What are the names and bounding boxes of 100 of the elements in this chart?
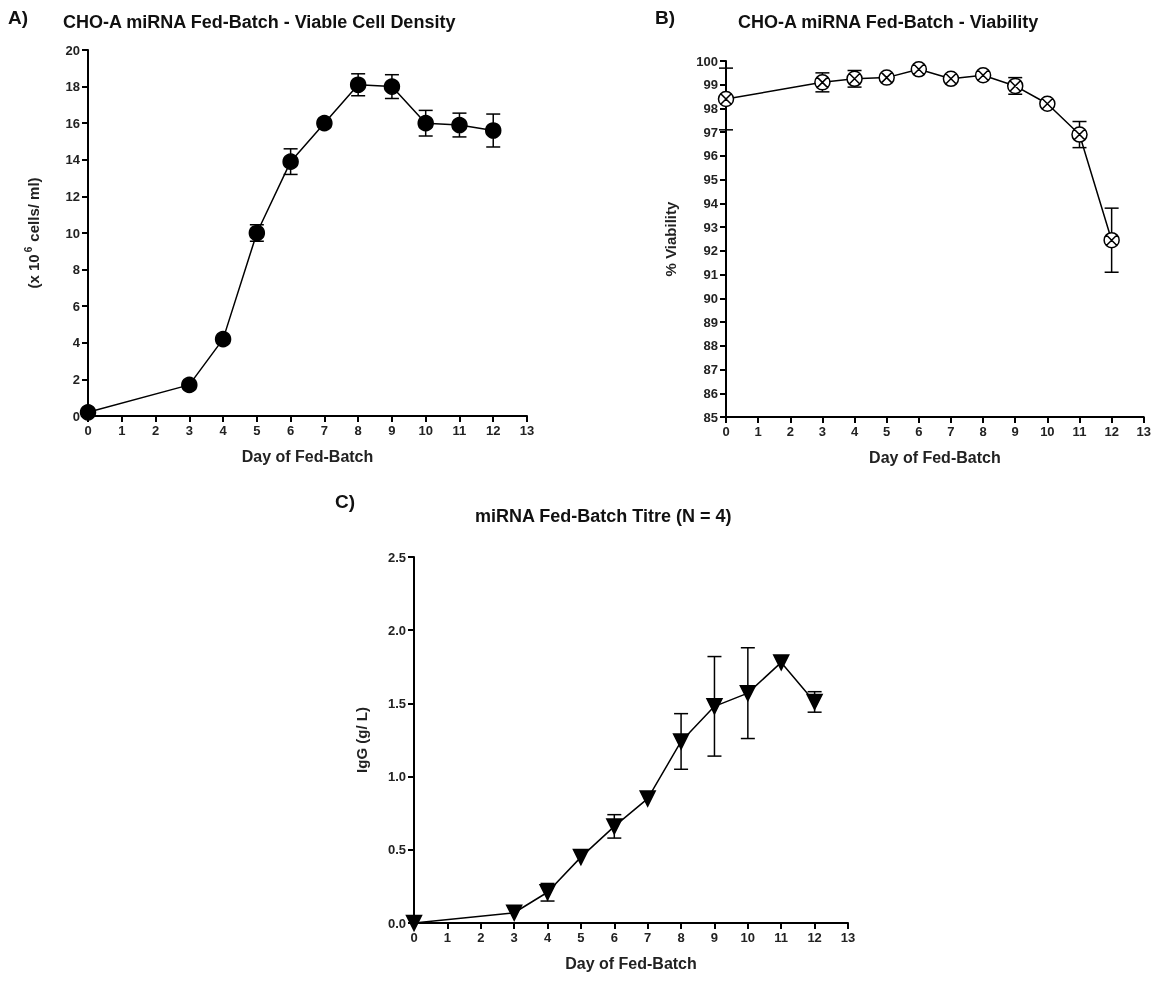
x-tick-label: 5 (577, 930, 585, 945)
x-tick-label: 8 (354, 423, 362, 438)
y-tick-label: 89 (703, 314, 718, 330)
point (214, 330, 232, 348)
x-tick-label: 5 (883, 424, 891, 439)
x-tick-label: 8 (677, 930, 685, 945)
x-tick-label: 12 (486, 423, 501, 438)
y-tick-label: 99 (703, 77, 718, 93)
point (639, 790, 656, 807)
y-axis-title: IgG (g/ L) (353, 707, 370, 773)
y-tick-label: 94 (703, 195, 719, 211)
x-tick-label: 0 (410, 930, 418, 945)
x-axis-title: Day of Fed-Batch (869, 448, 1001, 466)
y-tick-label: 100 (696, 53, 718, 69)
y-axis-title: % Viability (662, 200, 679, 277)
y-tick-label: 88 (703, 338, 718, 354)
x-tick-label: 9 (1011, 424, 1019, 439)
x-tick-label: 1 (443, 930, 451, 945)
x-tick-label: 11 (1072, 424, 1087, 439)
y-tick-label: 2.5 (387, 549, 406, 565)
chart-title: miRNA Fed-Batch Titre (N = 4) (475, 506, 732, 526)
point (282, 153, 299, 170)
y-tick-label: 2 (72, 371, 80, 387)
x-tick-label: 8 (979, 424, 987, 439)
y-tick-label: 97 (703, 124, 718, 140)
point (772, 654, 790, 671)
y-tick-label: 87 (703, 362, 718, 378)
point (1039, 95, 1056, 112)
x-tick-label: 7 (644, 930, 652, 945)
point (706, 698, 723, 715)
y-tick-label: 85 (703, 409, 718, 425)
y-tick-label: 90 (703, 290, 718, 306)
x-tick-label: 9 (388, 423, 396, 438)
x-tick-label: 3 (510, 930, 518, 945)
x-tick-label: 12 (807, 930, 822, 945)
x-tick-label: 7 (947, 424, 955, 439)
x-tick-label: 6 (915, 424, 923, 439)
point (181, 376, 198, 394)
x-tick-label: 6 (610, 930, 618, 945)
x-tick-label: 0 (722, 424, 730, 439)
point (672, 733, 690, 750)
x-tick-label: 5 (253, 423, 261, 438)
x-tick-label: 4 (543, 930, 552, 945)
point (572, 848, 590, 866)
x-tick-label: 11 (452, 423, 467, 438)
point (606, 818, 623, 835)
x-tick-label: 4 (850, 424, 859, 439)
point (974, 66, 992, 84)
x-axis-title: Day of Fed-Batch (241, 447, 374, 465)
text: A) (8, 7, 29, 28)
y-tick-label: 98 (703, 100, 718, 116)
point (383, 78, 401, 95)
point (417, 114, 434, 132)
x-tick-label: 10 (1040, 424, 1055, 439)
y-tick-label: 14 (65, 152, 81, 168)
x-tick-label: 7 (320, 423, 328, 438)
y-tick-label: 4 (72, 335, 81, 351)
point (739, 684, 757, 702)
point (79, 404, 97, 421)
x-tick-label: 13 (840, 930, 856, 945)
x-tick-label: 9 (710, 930, 719, 945)
x-tick-label: 0 (84, 423, 92, 438)
y-tick-label: 1.0 (387, 769, 406, 785)
y-axis-title: (x 106 cells/ ml) (22, 177, 42, 289)
y-tick-label: 20 (65, 42, 80, 58)
x-tick-label: 11 (774, 930, 789, 945)
y-tick-label: 92 (703, 243, 718, 259)
point (505, 904, 523, 921)
point (942, 70, 960, 88)
x-axis-title: Day of Fed-Batch (565, 954, 697, 972)
x-tick-label: 13 (519, 423, 535, 438)
point (1071, 126, 1088, 143)
chart-title: CHO-A miRNA Fed-Batch - Viable Cell Density (63, 12, 456, 32)
x-tick-label: 10 (740, 930, 756, 945)
y-tick-label: 10 (65, 225, 80, 241)
x-tick-label: 2 (786, 424, 794, 439)
y-tick-label: 0.0 (387, 915, 406, 931)
y-tick-label: 1.5 (387, 695, 406, 711)
x-tick-label: 13 (1136, 424, 1151, 439)
x-tick-label: 3 (818, 424, 827, 439)
x-tick-label: 3 (185, 423, 193, 438)
y-tick-label: 6 (72, 298, 80, 314)
y-tick-label: 95 (703, 172, 718, 188)
x-tick-label: 2 (477, 930, 485, 945)
x-tick-label: 6 (287, 423, 295, 438)
point (451, 116, 468, 134)
y-tick-label: 12 (65, 188, 80, 204)
chart-title: CHO-A miRNA Fed-Batch - Viability (738, 12, 1039, 32)
y-tick-label: 0.5 (387, 842, 406, 858)
point (485, 122, 502, 139)
y-tick-label: 8 (72, 262, 80, 278)
x-tick-label: 1 (118, 423, 126, 438)
y-tick-label: 96 (703, 148, 718, 164)
y-tick-label: 91 (703, 267, 718, 283)
y-tick-label: 16 (65, 115, 80, 131)
x-tick-label: 10 (418, 423, 433, 438)
x-tick-label: 4 (219, 423, 228, 438)
y-tick-label: 0 (72, 408, 80, 424)
point (316, 114, 333, 132)
y-tick-label: 18 (65, 79, 80, 95)
